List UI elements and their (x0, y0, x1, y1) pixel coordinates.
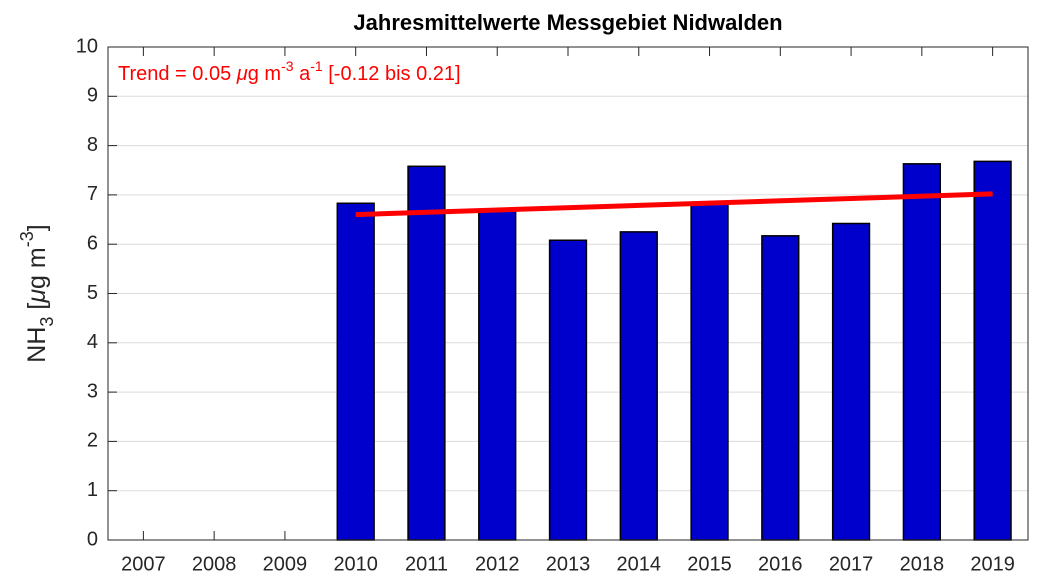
text-part: -3 (281, 58, 294, 74)
x-tick-label: 2012 (475, 553, 520, 575)
bar (548, 239, 588, 541)
text-part: -1 (310, 58, 323, 74)
text-part: Trend = 0.05 (118, 63, 237, 85)
bar (902, 163, 941, 541)
text-part: -3 (17, 231, 37, 247)
plot-frame (107, 46, 1029, 541)
y-tick-label: 4 (87, 331, 98, 353)
y-tick-label: 3 (87, 380, 98, 402)
bar (690, 201, 729, 541)
y-tick-label: 2 (87, 430, 98, 452)
bar (973, 160, 1012, 541)
text-part: [-0.12 bis 0.21] (323, 63, 461, 85)
annotation: Trend = 0.05 μg m-3 a-1 [-0.12 bis 0.21] (118, 58, 461, 86)
x-tick-label: 2011 (405, 553, 448, 575)
x-tick-label: 2018 (900, 553, 945, 575)
x-tick-label: 2010 (333, 553, 378, 575)
text-part: a (294, 63, 312, 85)
bar (619, 231, 658, 541)
chart-title: Jahresmittelwerte Messgebiet Nidwalden (353, 10, 782, 35)
x-tick-label: 2016 (758, 553, 803, 575)
text-part: g m (248, 63, 281, 85)
bar (336, 202, 375, 541)
text-part: g m (23, 247, 51, 289)
bar (407, 165, 446, 541)
y-tick-label: 8 (87, 134, 98, 156)
trend-line (355, 191, 993, 218)
text-part: μ (23, 289, 51, 304)
text-part: [ (23, 303, 51, 317)
y-tick-label: 10 (76, 35, 98, 57)
y-tick-label: 9 (87, 85, 98, 107)
y-axis-label: NH3 [μg m-3] (17, 224, 57, 362)
y-tick-label: 6 (87, 232, 98, 254)
bar (478, 208, 517, 541)
text-part: NH (23, 327, 51, 363)
text-part: ] (23, 224, 51, 231)
x-tick-label: 2009 (263, 553, 308, 575)
bar (831, 222, 871, 541)
text-part: μ (236, 63, 248, 85)
x-tick-label: 2017 (829, 553, 874, 575)
bar (761, 235, 800, 541)
x-tick-label: 2008 (192, 553, 237, 575)
y-tick-label: 5 (87, 282, 98, 304)
x-tick-label: 2019 (970, 553, 1015, 575)
text-part: 3 (37, 317, 57, 327)
y-tick-label: 7 (87, 183, 98, 205)
x-tick-label: 2007 (121, 553, 166, 575)
x-tick-label: 2014 (617, 553, 662, 575)
y-tick-label: 1 (87, 479, 98, 501)
y-tick-label: 0 (87, 528, 98, 550)
x-tick-label: 2015 (687, 553, 732, 575)
x-tick-label: 2013 (546, 553, 591, 575)
